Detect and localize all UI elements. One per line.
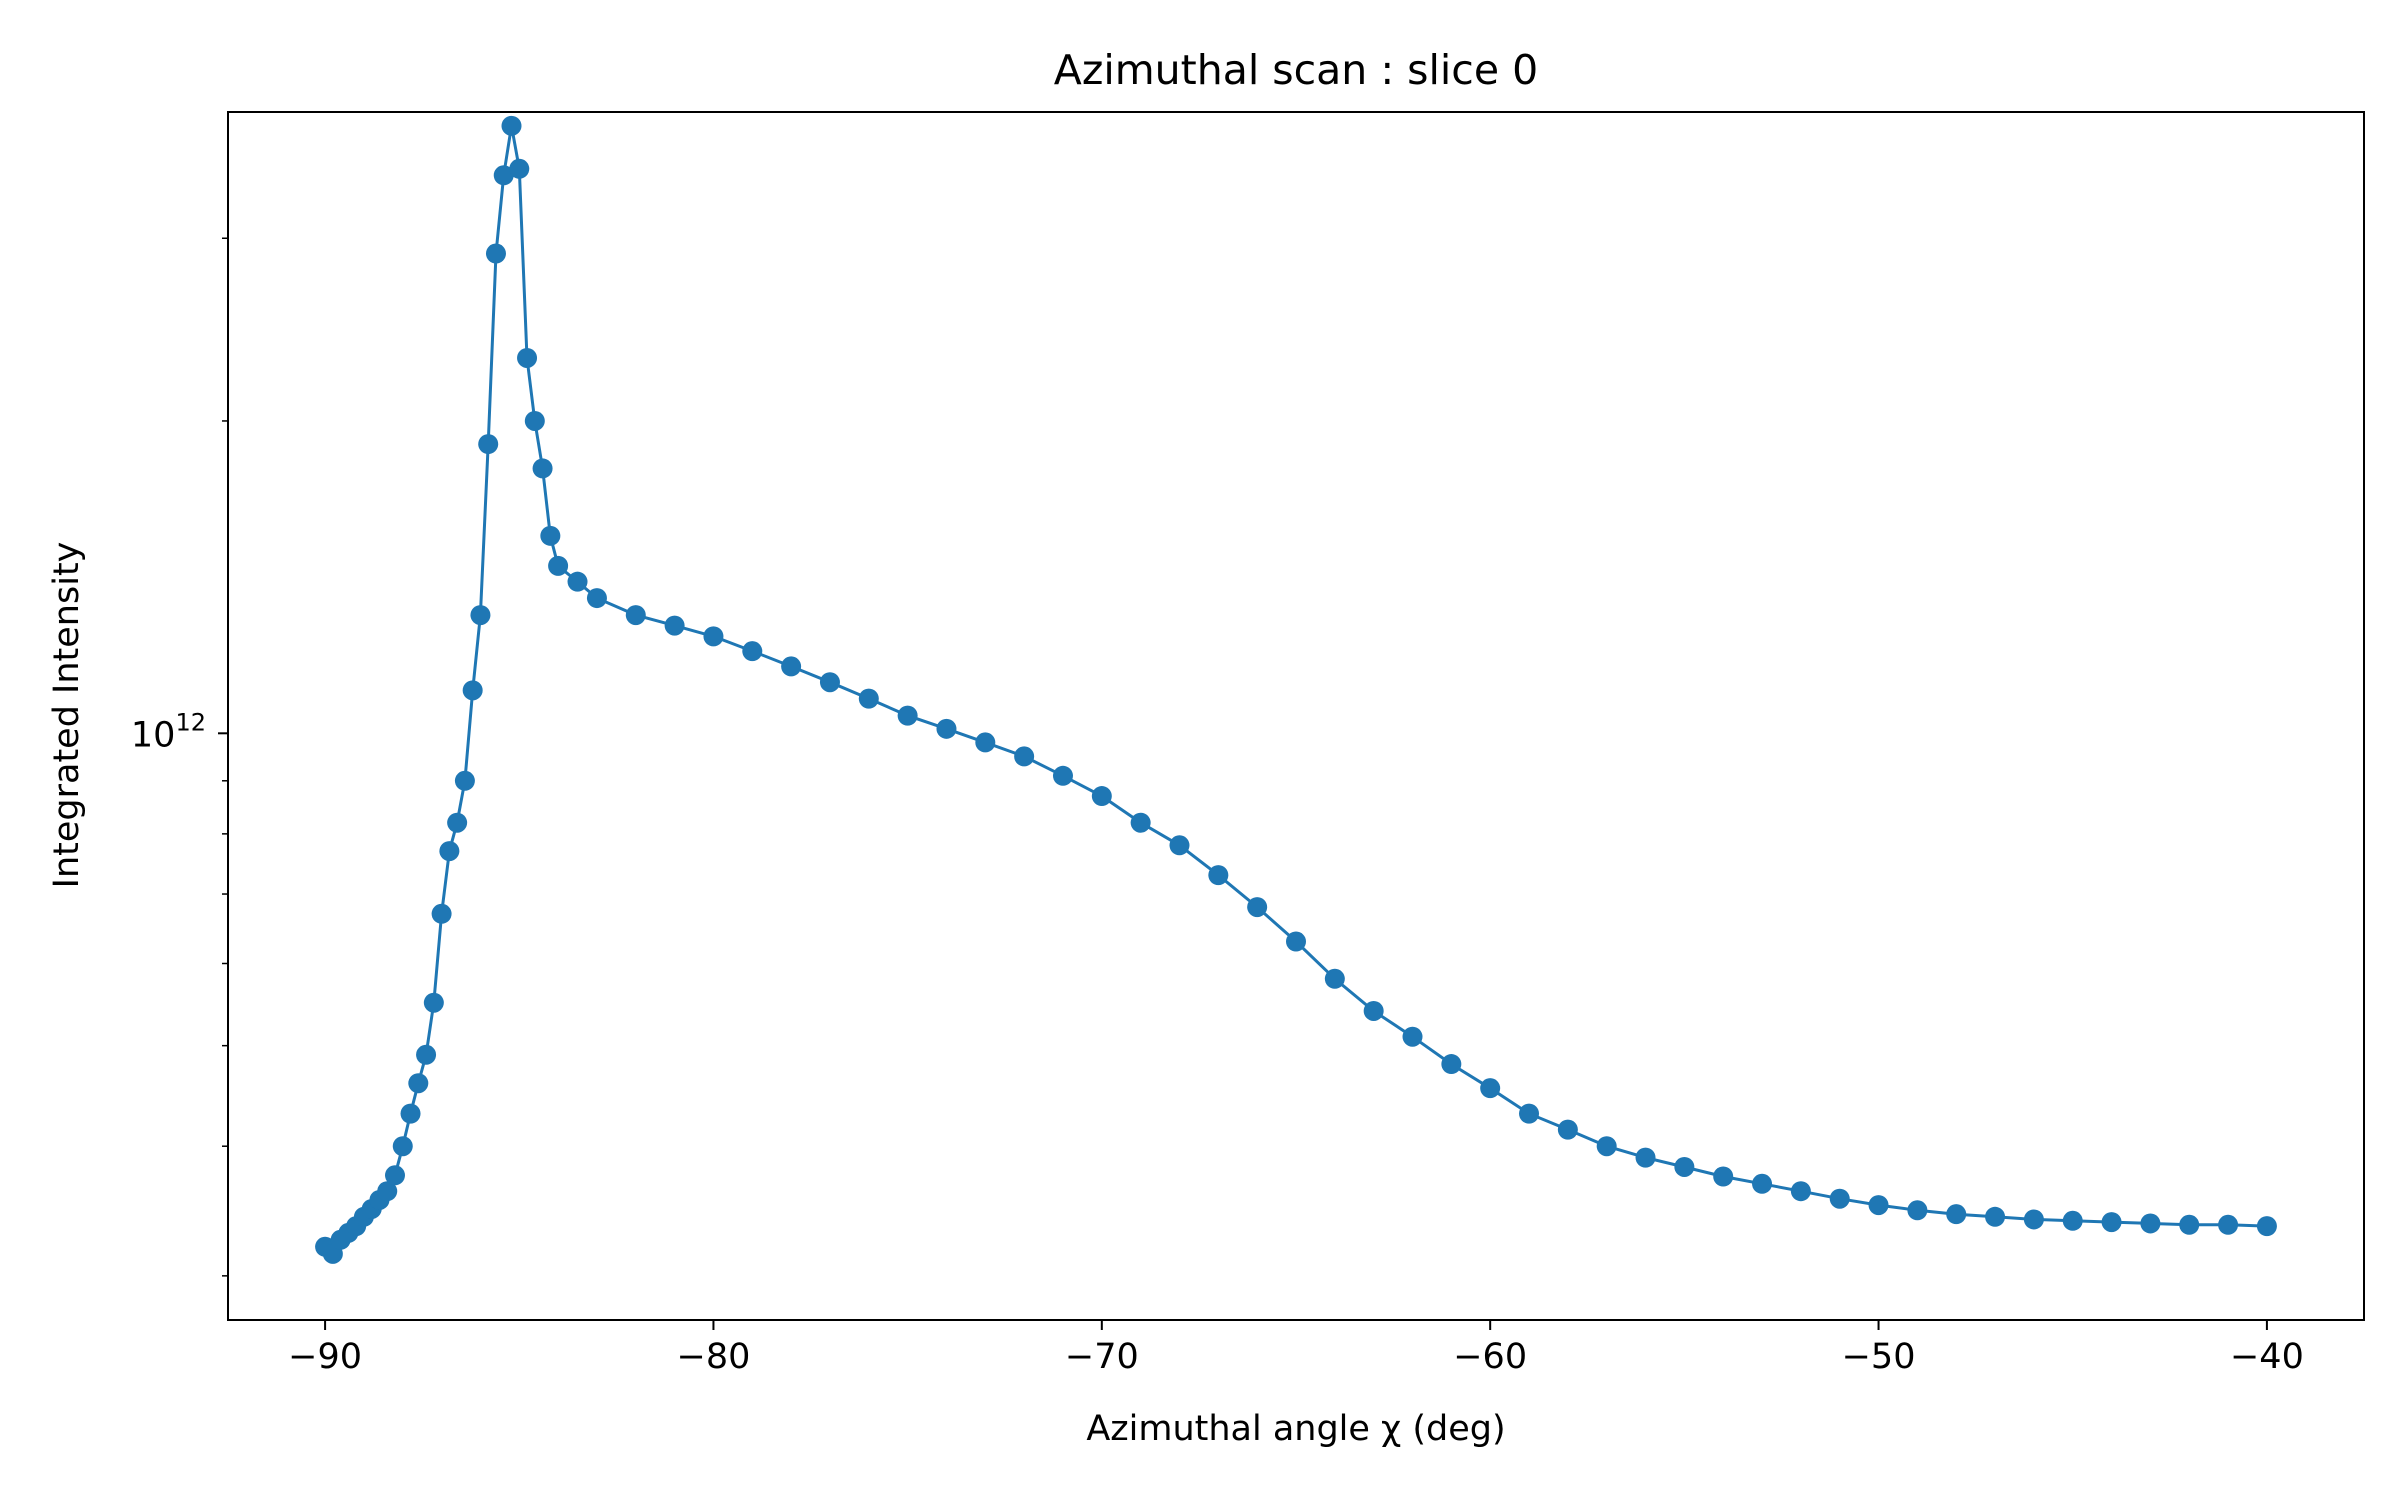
data-point: [1985, 1206, 2006, 1227]
data-point: [1363, 1000, 1384, 1021]
data-point: [2179, 1214, 2200, 1235]
data-point: [478, 434, 499, 455]
plot-area: −90 −80 −70 −60 −50 −40 1012: [131, 111, 2365, 1377]
y-tick-label: 1012: [131, 708, 206, 755]
data-point: [1091, 786, 1112, 807]
data-point: [540, 525, 561, 546]
x-tick-label: −90: [288, 1337, 362, 1377]
data-point: [416, 1044, 437, 1065]
data-point: [1324, 968, 1345, 989]
data-point: [439, 841, 460, 862]
x-tick-label: −40: [2230, 1337, 2304, 1377]
data-point: [501, 115, 522, 136]
data-point: [1674, 1156, 1695, 1177]
y-tick-label-base: 10: [131, 715, 176, 755]
x-tick-label: −60: [1453, 1337, 1527, 1377]
data-point: [703, 626, 724, 647]
data-point: [975, 732, 996, 753]
data-point: [2101, 1212, 2122, 1233]
data-point: [781, 656, 802, 677]
data-point: [1596, 1136, 1617, 1157]
data-point: [664, 615, 685, 636]
data-point: [1402, 1026, 1423, 1047]
data-point: [548, 555, 569, 576]
data-point: [470, 605, 491, 626]
data-point: [423, 992, 444, 1013]
data-point: [567, 571, 588, 592]
data-point: [1519, 1103, 1540, 1124]
series-layer: [315, 115, 2277, 1264]
x-tick-label: −50: [1842, 1337, 1916, 1377]
series-line: [324, 125, 2267, 1257]
data-point: [1441, 1054, 1462, 1075]
data-point: [1557, 1119, 1578, 1140]
data-point: [517, 347, 538, 368]
data-point: [532, 458, 553, 479]
data-point: [897, 705, 918, 726]
chart-title: Azimuthal scan : slice 0: [1054, 46, 1538, 94]
data-point: [819, 672, 840, 693]
data-point: [1208, 865, 1229, 886]
data-point: [1052, 765, 1073, 786]
data-point: [1713, 1166, 1734, 1187]
y-axis: 1012: [131, 237, 228, 1277]
data-point: [400, 1103, 421, 1124]
data-point: [1868, 1195, 1889, 1216]
data-point: [1130, 812, 1151, 833]
plot-frame: [227, 111, 2365, 1321]
x-axis: −90 −80 −70 −60 −50 −40: [288, 1320, 2304, 1377]
data-point: [1014, 746, 1035, 767]
data-point: [1286, 931, 1306, 952]
data-point: [742, 641, 763, 662]
data-point: [493, 165, 514, 186]
data-point: [1752, 1173, 1773, 1194]
data-point: [1790, 1181, 1811, 1202]
x-axis-label: Azimuthal angle χ (deg): [1086, 1409, 1505, 1449]
x-tick-label: −80: [677, 1337, 751, 1377]
data-point: [1829, 1188, 1850, 1209]
data-point: [431, 903, 452, 924]
data-point: [485, 243, 506, 264]
data-point: [454, 770, 475, 791]
y-axis-label: Integrated Intensity: [47, 542, 87, 889]
data-point: [2256, 1216, 2277, 1237]
data-point: [1247, 897, 1268, 918]
y-tick-label-exponent: 12: [175, 708, 206, 736]
data-point: [1946, 1204, 1967, 1225]
data-point: [392, 1136, 413, 1157]
data-point: [377, 1181, 398, 1202]
data-point: [447, 812, 468, 833]
data-point: [1635, 1147, 1656, 1168]
data-point: [462, 680, 483, 701]
data-point: [384, 1165, 405, 1186]
data-point: [509, 158, 530, 179]
data-point: [408, 1073, 429, 1094]
data-point: [1169, 835, 1190, 856]
data-point: [2023, 1209, 2044, 1230]
data-point: [2062, 1210, 2083, 1231]
data-point: [936, 718, 957, 739]
data-point: [2218, 1214, 2239, 1235]
data-point: [1480, 1078, 1501, 1099]
data-point: [586, 588, 607, 609]
data-point: [1907, 1200, 1928, 1221]
data-point: [858, 688, 879, 709]
data-point: [625, 605, 646, 626]
x-tick-label: −70: [1065, 1337, 1139, 1377]
data-point: [524, 410, 545, 431]
data-point: [2140, 1213, 2161, 1234]
